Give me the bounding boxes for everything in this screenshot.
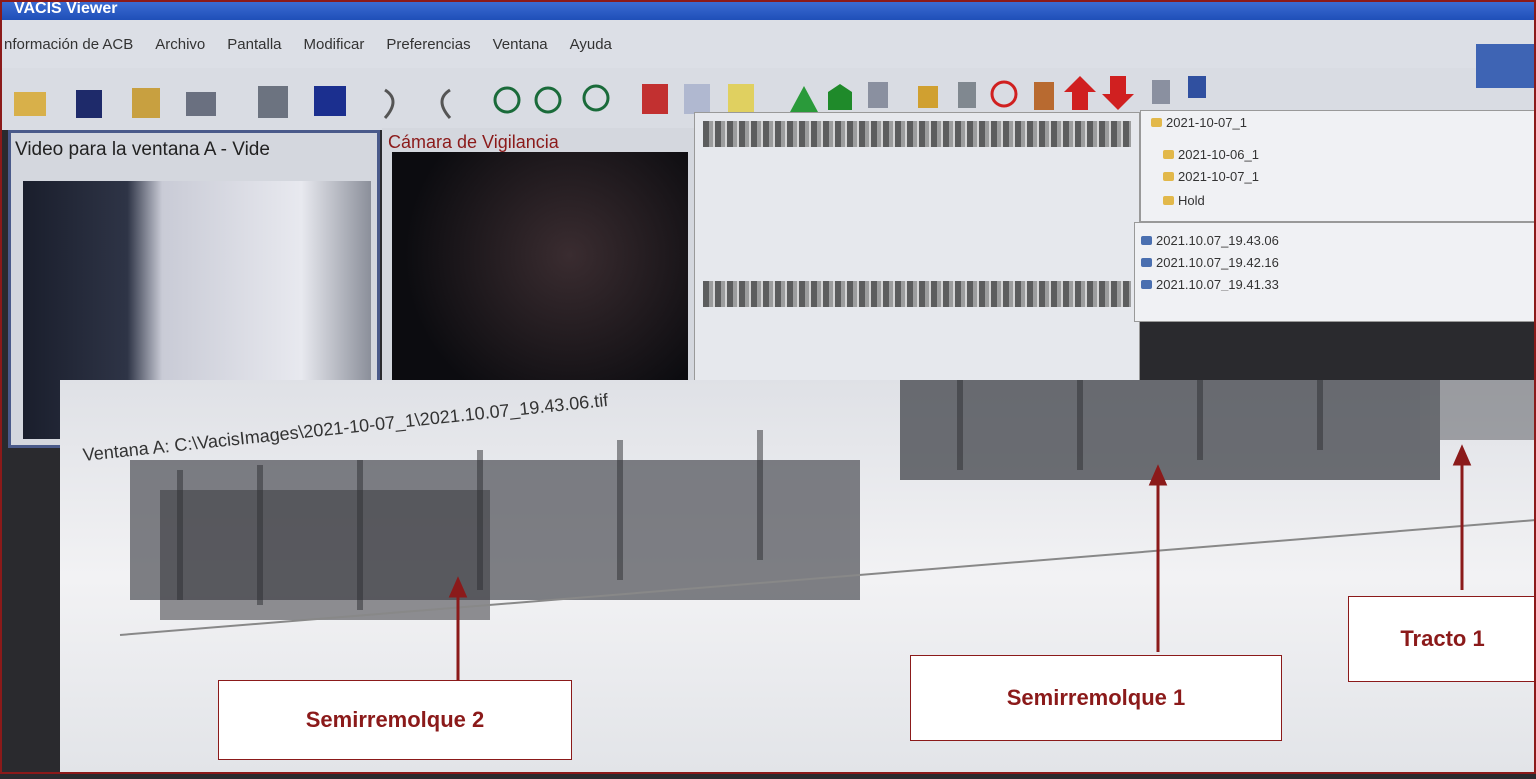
annotation: Semirremolque 1 bbox=[910, 655, 1282, 741]
annotation-arrows bbox=[0, 0, 1536, 774]
annotation: Semirremolque 2 bbox=[218, 680, 572, 760]
screen: VACIS Viewer nformación de ACB Archivo P… bbox=[0, 0, 1536, 774]
annotation: Tracto 1 bbox=[1348, 596, 1536, 682]
